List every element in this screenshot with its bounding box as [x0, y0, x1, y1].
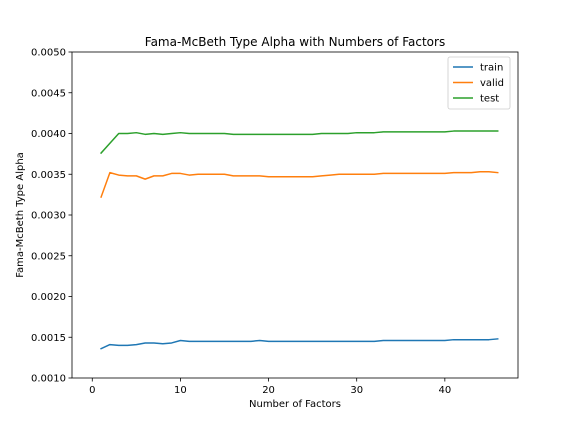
x-axis-title: Number of Factors [249, 399, 341, 410]
y-tick-label: 0.0020 [31, 292, 66, 303]
x-tick-label: 30 [350, 385, 363, 396]
y-tick-label: 0.0015 [31, 333, 66, 344]
x-tick-label: 20 [262, 385, 275, 396]
y-tick-label: 0.0040 [31, 129, 66, 140]
series-lines [100, 130, 499, 350]
legend-box [447, 56, 511, 110]
y-tick-label: 0.0045 [31, 88, 66, 99]
x-tick-label: 0 [89, 385, 95, 396]
y-tick-label: 0.0050 [31, 48, 66, 59]
y-tick-label: 0.0010 [31, 374, 66, 385]
legend: train valid test [447, 56, 511, 110]
series-line-valid [100, 171, 499, 199]
y-tick-label: 0.0025 [31, 251, 66, 262]
x-tick-label: 10 [174, 385, 187, 396]
y-axis-title: Fama-McBeth Type Alpha [15, 152, 26, 278]
y-tick-label: 0.0030 [31, 211, 66, 222]
x-tick-label: 40 [438, 385, 451, 396]
y-tick-label: 0.0035 [31, 170, 66, 181]
legend-label-test: test [480, 94, 499, 105]
legend-label-valid: valid [480, 78, 504, 89]
series-line-train [100, 338, 499, 350]
legend-label-train: train [480, 63, 503, 74]
x-axis: 0 10 20 30 40 [89, 378, 451, 396]
chart-title: Fama-McBeth Type Alpha with Numbers of F… [145, 35, 445, 49]
y-axis: 0.0010 0.0015 0.0020 0.0025 0.0030 0.0035 0.00… [31, 48, 72, 385]
series-line-test [100, 130, 499, 155]
